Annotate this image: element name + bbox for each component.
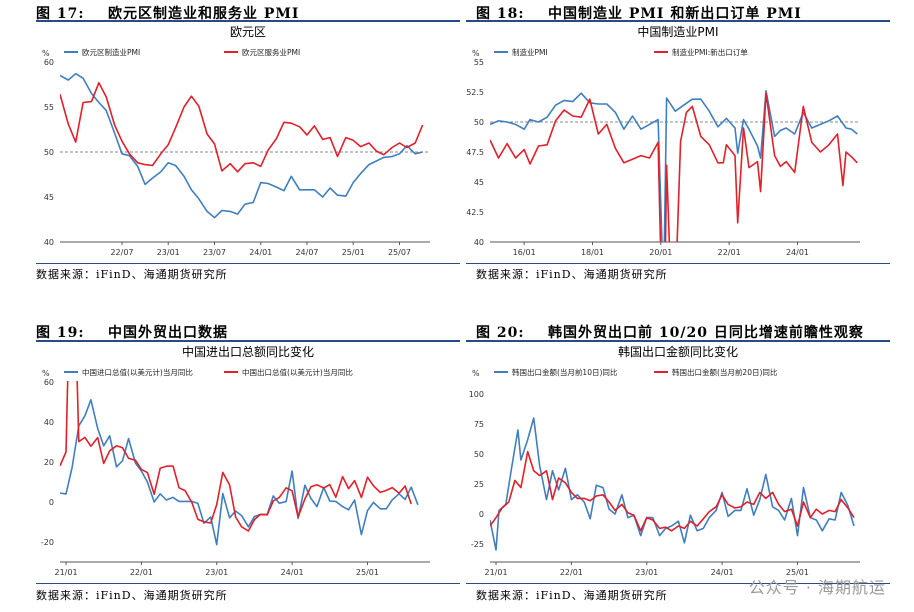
x-tick-label: 23/01 (635, 568, 658, 577)
series-line-2 (60, 381, 412, 532)
figure-20-title: 图 20: 韩国外贸出口前 10/20 日同比增速前瞻性观察 (476, 322, 864, 342)
y-tick-label: 52.5 (466, 88, 484, 97)
legend-label: 制造业PMI (512, 47, 548, 57)
y-tick-label: 0 (479, 510, 484, 519)
chart-17-title: 欧元区 (229, 25, 266, 39)
legend-label: 韩国出口金额(当月前20日)同比 (672, 367, 778, 377)
figure-17-label: 图 17: (36, 6, 85, 22)
x-tick-label: 22/01 (560, 568, 583, 577)
x-tick-label: 24/01 (711, 568, 734, 577)
y-tick-label: 55 (474, 58, 484, 67)
x-tick-label: 21/01 (54, 568, 77, 577)
y-tick-label: 25 (474, 480, 484, 489)
y-unit-label: % (42, 49, 50, 58)
x-tick-label: 22/01 (718, 248, 741, 257)
figure-19-label: 图 19: (36, 325, 85, 341)
series-line-2 (60, 81, 424, 173)
figure-18-caption: 中国制造业 PMI 和新出口订单 PMI (548, 6, 802, 22)
y-unit-label: % (472, 369, 480, 378)
y-tick-label: 40 (44, 238, 54, 247)
chart-18-title: 中国制造业PMI (637, 25, 719, 39)
y-tick-label: 55 (44, 103, 54, 112)
chart-19-plot: % -20 0 20 40 60 21/01 22/01 23/01 24/01 25/01 中国进口… (41, 367, 430, 577)
series-line-1 (490, 417, 855, 551)
figure-17-caption: 欧元区制造业和服务业 PMI (108, 6, 300, 22)
y-tick-label: 40 (474, 238, 484, 247)
series-line-1 (60, 72, 423, 219)
legend-label: 中国进口总值(以美元计)当月同比 (82, 367, 193, 377)
legend-label: 欧元区服务业PMI (242, 47, 300, 57)
chart-18-plot: % 40 42.5 45 47.5 50 52.5 55 16/01 18/01 20/01 22/0… (466, 47, 860, 257)
y-tick-label: 60 (44, 58, 54, 67)
figure-20-caption: 韩国外贸出口前 10/20 日同比增速前瞻性观察 (548, 325, 864, 341)
figure-17-bottom-rule (36, 263, 460, 264)
figure-20-bottom-rule (466, 583, 890, 584)
chart-20-plot: % -25 0 25 50 75 100 21/01 22/01 23/01 24/01 25/01 韩… (469, 367, 860, 577)
y-tick-label: 50 (474, 118, 484, 127)
y-tick-label: 45 (44, 193, 54, 202)
y-tick-label: 75 (474, 420, 484, 429)
footer-watermark: 公众号 · 海期航运 (748, 578, 886, 597)
figure-19-source: 数据来源：iFinD、海通期货研究所 (36, 589, 228, 602)
x-tick-label: 23/01 (157, 248, 180, 257)
x-tick-label: 24/01 (786, 248, 809, 257)
legend-label: 制造业PMI:新出口订单 (672, 47, 748, 57)
y-unit-label: % (42, 369, 50, 378)
figure-18-bottom-rule (466, 263, 890, 264)
figure-17-rule (36, 20, 460, 22)
figure-17-title: 图 17: 欧元区制造业和服务业 PMI (36, 3, 299, 23)
chart-20-title: 韩国出口金额同比变化 (617, 345, 738, 359)
y-tick-label: 0 (49, 498, 54, 507)
x-tick-label: 20/01 (649, 248, 672, 257)
x-tick-label: 25/01 (342, 248, 365, 257)
x-tick-label: 25/01 (786, 568, 809, 577)
x-tick-label: 24/07 (295, 248, 318, 257)
figure-19-caption: 中国外贸出口数据 (108, 325, 229, 341)
chart-19-title: 中国进出口总额同比变化 (181, 345, 314, 359)
y-tick-label: 50 (474, 450, 484, 459)
x-tick-label: 24/01 (281, 568, 304, 577)
x-tick-label: 21/01 (484, 568, 507, 577)
y-tick-label: 40 (44, 418, 54, 427)
x-tick-label: 16/01 (513, 248, 536, 257)
series-line-1 (490, 89, 858, 242)
series-line-1 (60, 398, 419, 546)
figure-19-bottom-rule (36, 583, 460, 584)
figure-19-rule (36, 340, 460, 342)
figure-18-source: 数据来源：iFinD、海通期货研究所 (476, 268, 668, 281)
figure-20-label: 图 20: (476, 325, 525, 341)
x-tick-label: 25/01 (356, 568, 379, 577)
legend-label: 中国出口总值(以美元计)当月同比 (242, 367, 353, 377)
y-unit-label: % (472, 49, 480, 58)
figure-20-source: 数据来源：iFinD、海通期货研究所 (476, 589, 668, 602)
y-tick-label: 100 (469, 390, 484, 399)
figure-20-rule (466, 340, 890, 342)
chart-17-plot: % 40 45 50 55 60 22/07 23/01 23/07 24/01 24/07 25/0… (42, 47, 430, 257)
y-tick-label: 45 (474, 178, 484, 187)
y-tick-label: 42.5 (466, 208, 484, 217)
x-tick-label: 22/01 (130, 568, 153, 577)
legend-label: 韩国出口金额(当月前10日)同比 (512, 367, 618, 377)
x-tick-label: 22/07 (110, 248, 133, 257)
figure-19-title: 图 19: 中国外贸出口数据 (36, 322, 228, 342)
legend-label: 欧元区制造业PMI (82, 47, 140, 57)
figure-17-source: 数据来源：iFinD、海通期货研究所 (36, 268, 228, 281)
x-tick-label: 24/01 (249, 248, 272, 257)
figure-18-title: 图 18: 中国制造业 PMI 和新出口订单 PMI (476, 3, 802, 23)
series-line-2 (490, 92, 858, 242)
figure-18-label: 图 18: (476, 6, 525, 22)
y-tick-label: 50 (44, 148, 54, 157)
y-tick-label: -20 (41, 538, 54, 547)
series-line-2 (490, 450, 855, 532)
x-tick-label: 23/01 (205, 568, 228, 577)
y-tick-label: 20 (44, 458, 54, 467)
x-tick-label: 25/07 (388, 248, 411, 257)
x-tick-label: 18/01 (581, 248, 604, 257)
figure-18-rule (466, 20, 890, 22)
y-tick-label: 47.5 (466, 148, 484, 157)
x-tick-label: 23/07 (203, 248, 226, 257)
y-tick-label: 60 (44, 378, 54, 387)
y-tick-label: -25 (471, 540, 484, 549)
